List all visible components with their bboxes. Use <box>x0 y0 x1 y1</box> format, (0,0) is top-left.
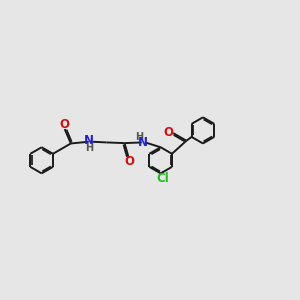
Text: H: H <box>136 132 144 142</box>
Text: Cl: Cl <box>156 172 169 185</box>
Text: O: O <box>59 118 69 131</box>
Text: N: N <box>138 136 148 149</box>
Text: N: N <box>84 134 94 147</box>
Text: O: O <box>124 155 134 168</box>
Text: H: H <box>85 142 93 153</box>
Text: O: O <box>164 126 173 139</box>
